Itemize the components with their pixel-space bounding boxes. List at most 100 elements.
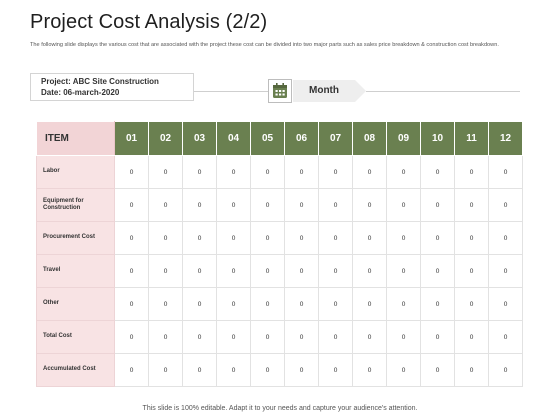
table-header-row: ITEM 01 02 03 04 05 06 07 08 09 10 11 12 [36,121,523,156]
item-column-header: ITEM [36,121,115,156]
cost-cell: 0 [216,221,251,255]
cost-cell: 0 [250,155,285,189]
row-label: Travel [36,254,115,288]
cost-cell: 0 [488,221,523,255]
cost-cell: 0 [352,254,387,288]
cost-cell: 0 [386,188,421,222]
row-label: Total Cost [36,320,115,354]
cost-cell: 0 [318,221,353,255]
cost-cell: 0 [318,254,353,288]
cost-cell: 0 [114,221,149,255]
cost-cell: 0 [148,254,183,288]
month-header: 08 [352,121,387,156]
cost-cell: 0 [250,221,285,255]
month-header: 07 [318,121,353,156]
cost-cell: 0 [216,287,251,321]
cost-cell: 0 [454,155,489,189]
cost-cell: 0 [352,155,387,189]
cost-cell: 0 [488,254,523,288]
cost-cell: 0 [386,221,421,255]
cost-cell: 0 [216,353,251,387]
cost-cell: 0 [386,155,421,189]
month-header: 02 [148,121,183,156]
month-header: 03 [182,121,217,156]
month-label: Month [309,85,339,96]
cost-cell: 0 [250,254,285,288]
cost-cell: 0 [352,221,387,255]
cost-cell: 0 [148,353,183,387]
cost-cell: 0 [250,353,285,387]
cost-cell: 0 [284,287,319,321]
cost-cell: 0 [284,353,319,387]
month-header: 04 [216,121,251,156]
cost-cell: 0 [182,155,217,189]
cost-cell: 0 [420,353,455,387]
cost-cell: 0 [454,287,489,321]
cost-cell: 0 [148,155,183,189]
cost-cell: 0 [420,254,455,288]
cost-cell: 0 [386,353,421,387]
connector-line [194,91,268,92]
cost-cell: 0 [488,155,523,189]
cost-cell: 0 [182,320,217,354]
cost-cell: 0 [420,221,455,255]
project-date: Date: 06-march-2020 [41,87,120,97]
cost-cell: 0 [284,254,319,288]
cost-cell: 0 [284,188,319,222]
cost-cell: 0 [420,188,455,222]
cost-cell: 0 [114,254,149,288]
cost-cell: 0 [318,353,353,387]
table-row: Other 0 0 0 0 0 0 0 0 0 0 0 0 [36,287,523,321]
cost-table: ITEM 01 02 03 04 05 06 07 08 09 10 11 12… [36,121,523,387]
cost-cell: 0 [182,254,217,288]
row-label: Labor [36,155,115,189]
month-header: 12 [488,121,523,156]
table-row: Total Cost 0 0 0 0 0 0 0 0 0 0 0 0 [36,320,523,354]
month-tag: Month [293,80,367,102]
cost-cell: 0 [216,254,251,288]
cost-cell: 0 [250,320,285,354]
cost-cell: 0 [318,155,353,189]
cost-cell: 0 [114,353,149,387]
page-subtitle: The following slide displays the various… [30,42,499,48]
cost-cell: 0 [386,320,421,354]
month-header: 06 [284,121,319,156]
cost-cell: 0 [318,320,353,354]
project-info-box: Project: ABC Site Construction Date: 06-… [30,73,194,101]
cost-cell: 0 [318,188,353,222]
cost-cell: 0 [454,188,489,222]
row-label: Equipment for Construction [36,188,115,222]
cost-cell: 0 [454,221,489,255]
cost-cell: 0 [420,320,455,354]
cost-cell: 0 [148,188,183,222]
cost-cell: 0 [182,287,217,321]
cost-cell: 0 [182,353,217,387]
cost-cell: 0 [250,188,285,222]
cost-cell: 0 [114,320,149,354]
cost-cell: 0 [284,155,319,189]
cost-cell: 0 [454,353,489,387]
cost-cell: 0 [488,287,523,321]
cost-cell: 0 [352,287,387,321]
table-row: Labor 0 0 0 0 0 0 0 0 0 0 0 0 [36,155,523,189]
row-label: Accumulated Cost [36,353,115,387]
month-header: 05 [250,121,285,156]
cost-cell: 0 [488,353,523,387]
cost-cell: 0 [148,221,183,255]
cost-cell: 0 [352,188,387,222]
cost-cell: 0 [488,320,523,354]
cost-cell: 0 [454,254,489,288]
month-header: 01 [114,121,149,156]
cost-cell: 0 [148,320,183,354]
cost-cell: 0 [284,320,319,354]
month-header: 10 [420,121,455,156]
cost-cell: 0 [420,287,455,321]
cost-cell: 0 [284,221,319,255]
project-name: Project: ABC Site Construction [41,77,159,86]
cost-cell: 0 [318,287,353,321]
page-title: Project Cost Analysis (2/2) [30,11,268,33]
cost-cell: 0 [216,320,251,354]
cost-cell: 0 [148,287,183,321]
footer-note: This slide is 100% editable. Adapt it to… [142,405,418,412]
table-row: Accumulated Cost 0 0 0 0 0 0 0 0 0 0 0 0 [36,353,523,387]
